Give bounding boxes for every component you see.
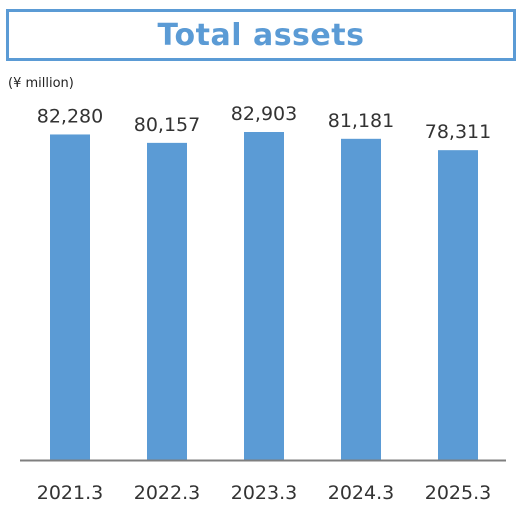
category-label-2025.3: 2025.3: [425, 482, 491, 504]
bar-2022.3: [147, 142, 187, 460]
bar-2025.3: [438, 150, 478, 460]
data-label-2022.3: 80,157: [134, 114, 200, 136]
data-label-2021.3: 82,280: [37, 105, 103, 127]
bar-2024.3: [341, 138, 381, 460]
bar-2021.3: [50, 134, 90, 461]
data-label-2025.3: 78,311: [425, 121, 491, 143]
bars-group: [50, 132, 478, 461]
category-label-2024.3: 2024.3: [328, 482, 394, 504]
category-label-2022.3: 2022.3: [134, 482, 200, 504]
category-label-2023.3: 2023.3: [231, 482, 297, 504]
chart-title: Total assets: [157, 17, 365, 53]
category-labels-group: 2021.3 2022.3 2023.3 2024.3 2025.3: [37, 482, 491, 504]
data-label-2024.3: 81,181: [328, 110, 394, 132]
value-labels-group: 82,280 80,157 82,903 81,181 78,311: [37, 103, 491, 143]
data-label-2023.3: 82,903: [231, 103, 297, 125]
unit-label: (¥ million): [8, 76, 74, 91]
chart-title-box: Total assets: [6, 9, 516, 61]
bar-2023.3: [244, 132, 284, 460]
category-label-2021.3: 2021.3: [37, 482, 103, 504]
